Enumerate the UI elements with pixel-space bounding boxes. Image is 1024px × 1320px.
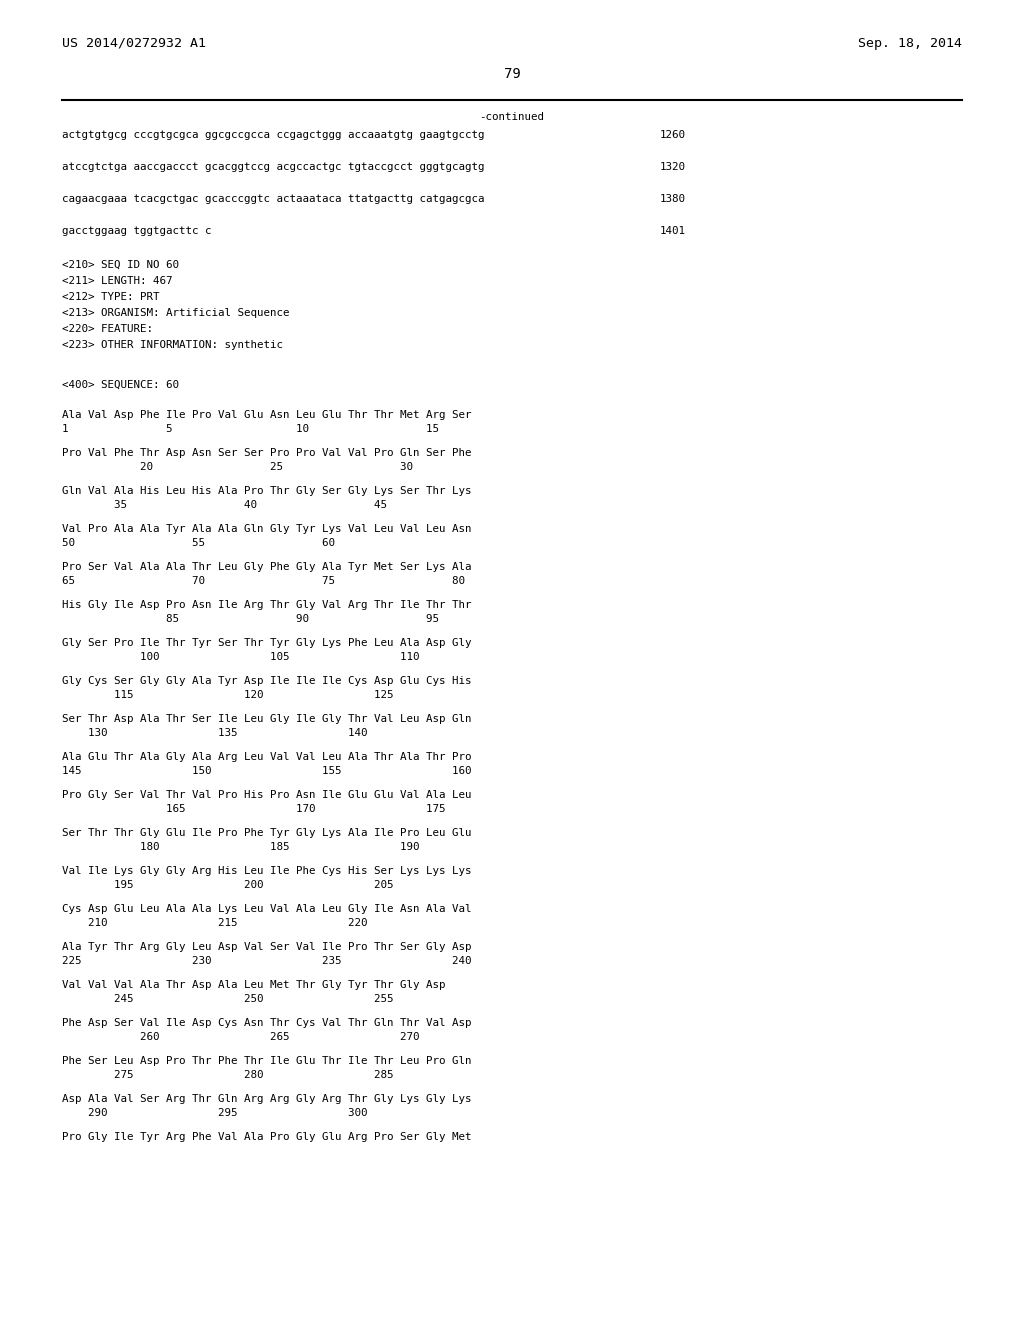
Text: Sep. 18, 2014: Sep. 18, 2014 <box>858 37 962 50</box>
Text: atccgtctga aaccgaccct gcacggtccg acgccactgc tgtaccgcct gggtgcagtg: atccgtctga aaccgaccct gcacggtccg acgccac… <box>62 162 484 172</box>
Text: 1401: 1401 <box>660 226 686 236</box>
Text: <213> ORGANISM: Artificial Sequence: <213> ORGANISM: Artificial Sequence <box>62 308 290 318</box>
Text: Val Ile Lys Gly Gly Arg His Leu Ile Phe Cys His Ser Lys Lys Lys: Val Ile Lys Gly Gly Arg His Leu Ile Phe … <box>62 866 471 876</box>
Text: 35                  40                  45: 35 40 45 <box>62 500 387 510</box>
Text: 20                  25                  30: 20 25 30 <box>62 462 413 473</box>
Text: Gln Val Ala His Leu His Ala Pro Thr Gly Ser Gly Lys Ser Thr Lys: Gln Val Ala His Leu His Ala Pro Thr Gly … <box>62 486 471 496</box>
Text: -continued: -continued <box>479 112 545 121</box>
Text: Pro Gly Ser Val Thr Val Pro His Pro Asn Ile Glu Glu Val Ala Leu: Pro Gly Ser Val Thr Val Pro His Pro Asn … <box>62 789 471 800</box>
Text: Cys Asp Glu Leu Ala Ala Lys Leu Val Ala Leu Gly Ile Asn Ala Val: Cys Asp Glu Leu Ala Ala Lys Leu Val Ala … <box>62 904 471 913</box>
Text: 245                 250                 255: 245 250 255 <box>62 994 393 1005</box>
Text: 1260: 1260 <box>660 129 686 140</box>
Text: Phe Asp Ser Val Ile Asp Cys Asn Thr Cys Val Thr Gln Thr Val Asp: Phe Asp Ser Val Ile Asp Cys Asn Thr Cys … <box>62 1018 471 1028</box>
Text: 290                 295                 300: 290 295 300 <box>62 1107 368 1118</box>
Text: 165                 170                 175: 165 170 175 <box>62 804 445 814</box>
Text: Ser Thr Thr Gly Glu Ile Pro Phe Tyr Gly Lys Ala Ile Pro Leu Glu: Ser Thr Thr Gly Glu Ile Pro Phe Tyr Gly … <box>62 828 471 838</box>
Text: 195                 200                 205: 195 200 205 <box>62 880 393 890</box>
Text: actgtgtgcg cccgtgcgca ggcgccgcca ccgagctggg accaaatgtg gaagtgcctg: actgtgtgcg cccgtgcgca ggcgccgcca ccgagct… <box>62 129 484 140</box>
Text: 130                 135                 140: 130 135 140 <box>62 729 368 738</box>
Text: 85                  90                  95: 85 90 95 <box>62 614 439 624</box>
Text: <223> OTHER INFORMATION: synthetic: <223> OTHER INFORMATION: synthetic <box>62 341 283 350</box>
Text: His Gly Ile Asp Pro Asn Ile Arg Thr Gly Val Arg Thr Ile Thr Thr: His Gly Ile Asp Pro Asn Ile Arg Thr Gly … <box>62 601 471 610</box>
Text: 79: 79 <box>504 67 520 81</box>
Text: Pro Val Phe Thr Asp Asn Ser Ser Pro Pro Val Val Pro Gln Ser Phe: Pro Val Phe Thr Asp Asn Ser Ser Pro Pro … <box>62 447 471 458</box>
Text: 210                 215                 220: 210 215 220 <box>62 917 368 928</box>
Text: 1380: 1380 <box>660 194 686 205</box>
Text: Gly Cys Ser Gly Gly Ala Tyr Asp Ile Ile Ile Cys Asp Glu Cys His: Gly Cys Ser Gly Gly Ala Tyr Asp Ile Ile … <box>62 676 471 686</box>
Text: 100                 105                 110: 100 105 110 <box>62 652 420 663</box>
Text: Gly Ser Pro Ile Thr Tyr Ser Thr Tyr Gly Lys Phe Leu Ala Asp Gly: Gly Ser Pro Ile Thr Tyr Ser Thr Tyr Gly … <box>62 638 471 648</box>
Text: Pro Gly Ile Tyr Arg Phe Val Ala Pro Gly Glu Arg Pro Ser Gly Met: Pro Gly Ile Tyr Arg Phe Val Ala Pro Gly … <box>62 1133 471 1142</box>
Text: <212> TYPE: PRT: <212> TYPE: PRT <box>62 292 160 302</box>
Text: Ala Tyr Thr Arg Gly Leu Asp Val Ser Val Ile Pro Thr Ser Gly Asp: Ala Tyr Thr Arg Gly Leu Asp Val Ser Val … <box>62 942 471 952</box>
Text: Val Pro Ala Ala Tyr Ala Ala Gln Gly Tyr Lys Val Leu Val Leu Asn: Val Pro Ala Ala Tyr Ala Ala Gln Gly Tyr … <box>62 524 471 535</box>
Text: <211> LENGTH: 467: <211> LENGTH: 467 <box>62 276 172 286</box>
Text: 65                  70                  75                  80: 65 70 75 80 <box>62 576 465 586</box>
Text: 275                 280                 285: 275 280 285 <box>62 1071 393 1080</box>
Text: US 2014/0272932 A1: US 2014/0272932 A1 <box>62 37 206 50</box>
Text: 1               5                   10                  15: 1 5 10 15 <box>62 424 439 434</box>
Text: Phe Ser Leu Asp Pro Thr Phe Thr Ile Glu Thr Ile Thr Leu Pro Gln: Phe Ser Leu Asp Pro Thr Phe Thr Ile Glu … <box>62 1056 471 1067</box>
Text: <220> FEATURE:: <220> FEATURE: <box>62 323 153 334</box>
Text: Ser Thr Asp Ala Thr Ser Ile Leu Gly Ile Gly Thr Val Leu Asp Gln: Ser Thr Asp Ala Thr Ser Ile Leu Gly Ile … <box>62 714 471 723</box>
Text: <400> SEQUENCE: 60: <400> SEQUENCE: 60 <box>62 380 179 389</box>
Text: 115                 120                 125: 115 120 125 <box>62 690 393 700</box>
Text: 145                 150                 155                 160: 145 150 155 160 <box>62 766 471 776</box>
Text: <210> SEQ ID NO 60: <210> SEQ ID NO 60 <box>62 260 179 271</box>
Text: Ala Val Asp Phe Ile Pro Val Glu Asn Leu Glu Thr Thr Met Arg Ser: Ala Val Asp Phe Ile Pro Val Glu Asn Leu … <box>62 411 471 420</box>
Text: Val Val Val Ala Thr Asp Ala Leu Met Thr Gly Tyr Thr Gly Asp: Val Val Val Ala Thr Asp Ala Leu Met Thr … <box>62 979 445 990</box>
Text: gacctggaag tggtgacttc c: gacctggaag tggtgacttc c <box>62 226 212 236</box>
Text: 225                 230                 235                 240: 225 230 235 240 <box>62 956 471 966</box>
Text: Pro Ser Val Ala Ala Thr Leu Gly Phe Gly Ala Tyr Met Ser Lys Ala: Pro Ser Val Ala Ala Thr Leu Gly Phe Gly … <box>62 562 471 572</box>
Text: 260                 265                 270: 260 265 270 <box>62 1032 420 1041</box>
Text: 50                  55                  60: 50 55 60 <box>62 539 335 548</box>
Text: 1320: 1320 <box>660 162 686 172</box>
Text: Ala Glu Thr Ala Gly Ala Arg Leu Val Val Leu Ala Thr Ala Thr Pro: Ala Glu Thr Ala Gly Ala Arg Leu Val Val … <box>62 752 471 762</box>
Text: Asp Ala Val Ser Arg Thr Gln Arg Arg Gly Arg Thr Gly Lys Gly Lys: Asp Ala Val Ser Arg Thr Gln Arg Arg Gly … <box>62 1094 471 1104</box>
Text: 180                 185                 190: 180 185 190 <box>62 842 420 851</box>
Text: cagaacgaaa tcacgctgac gcacccggtc actaaataca ttatgacttg catgagcgca: cagaacgaaa tcacgctgac gcacccggtc actaaat… <box>62 194 484 205</box>
